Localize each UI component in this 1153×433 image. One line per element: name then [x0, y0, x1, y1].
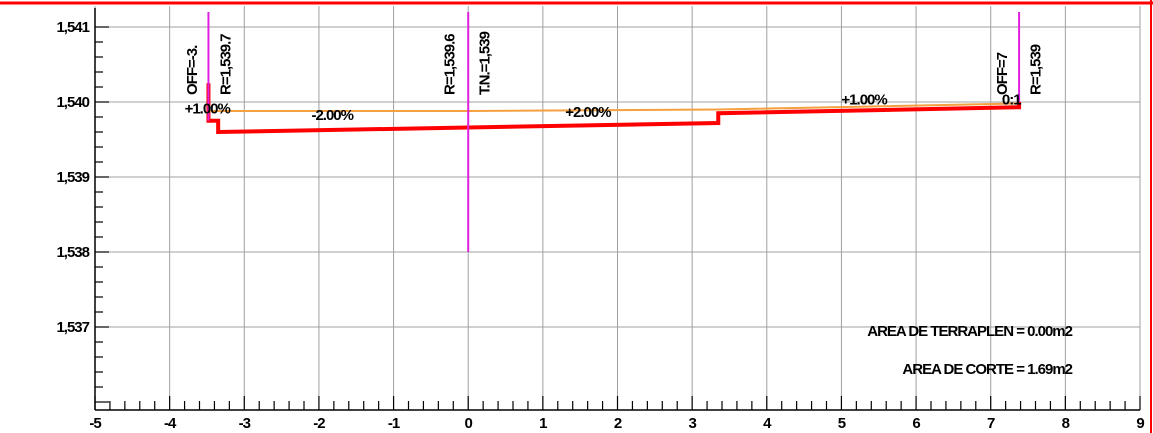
- slope-label: +2.00%: [565, 104, 611, 121]
- x-tick-label: 0: [465, 415, 473, 432]
- vertical-label: R=1,539.6: [442, 34, 459, 95]
- x-tick-label: 2: [614, 415, 622, 432]
- y-tick-label: 1,538: [56, 244, 89, 261]
- axes: -5 -4 -3 -2 -1 0 1 2 3 4 5 6 7 8 9 1,541 1,540 1,539 1,538…: [56, 8, 1145, 432]
- x-tick-label: 9: [1136, 415, 1144, 432]
- area-corte-label: AREA DE CORTE = 1.69m2: [902, 361, 1072, 378]
- x-tick-label: 8: [1062, 415, 1070, 432]
- slope-label: 0:1: [1002, 91, 1021, 108]
- area-terraplen-label: AREA DE TERRAPLEN = 0.00m2: [867, 323, 1072, 340]
- vertical-label: OFF=-3.: [184, 45, 201, 95]
- x-tick-label: -1: [388, 415, 400, 432]
- slope-label: +1.00%: [841, 91, 887, 108]
- x-tick-label: 1: [539, 415, 547, 432]
- design-line: [208, 102, 1020, 112]
- offset-markers: [207, 12, 1021, 252]
- x-tick-label: 5: [838, 415, 846, 432]
- vertical-label: OFF=7: [994, 52, 1011, 95]
- grid: [94, 6, 1141, 410]
- x-tick-label: -2: [313, 415, 325, 432]
- y-tick-label: 1,541: [56, 19, 89, 36]
- annotation-layer: +1.00% -2.00% +2.00% +1.00% 0:1 OFF=-3. R=1,53…: [184, 31, 1044, 124]
- x-tick-label: -5: [89, 415, 101, 432]
- x-tick-label: -3: [239, 415, 251, 432]
- y-tick-label: 1,539: [56, 169, 89, 186]
- vertical-label: R=1,539: [1028, 44, 1045, 95]
- x-tick-label: 4: [763, 415, 772, 432]
- y-tick-label: 1,540: [56, 94, 89, 111]
- vertical-label: R=1,539.7: [218, 34, 235, 95]
- y-tick-label: 1,537: [56, 319, 89, 336]
- x-tick-label: -4: [164, 415, 177, 432]
- slope-label: +1.00%: [185, 100, 231, 117]
- x-tick-label: 3: [688, 415, 696, 432]
- x-tick-label: 6: [912, 415, 920, 432]
- x-tick-label: 7: [987, 415, 995, 432]
- slope-label: -2.00%: [311, 107, 353, 124]
- vertical-label: T.N.=1,539: [477, 31, 494, 95]
